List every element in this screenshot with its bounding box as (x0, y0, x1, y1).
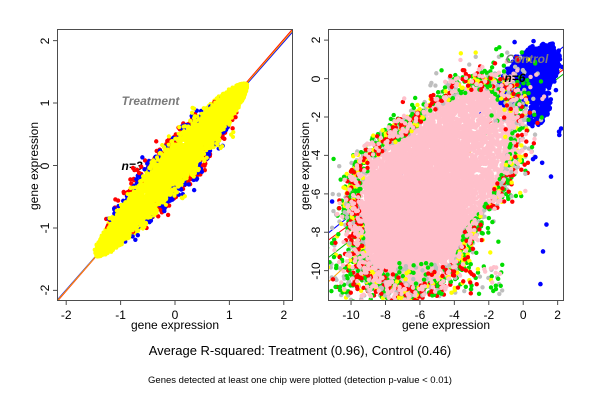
y-tick-label: -1 (38, 222, 52, 234)
control-label: Control (505, 52, 549, 66)
y-tick-label: -2 (38, 285, 52, 296)
y-tick-label: 2 (38, 37, 52, 44)
x-tick-label: 0 (519, 307, 527, 322)
y-tick-label: 0 (38, 162, 52, 169)
y-tick-label: 1 (38, 99, 52, 107)
y-tick-label: 2 (309, 36, 323, 44)
x-tick-label: -4 (449, 307, 460, 322)
y-tick-label: -8 (309, 226, 323, 238)
x-tick-label: -10 (342, 307, 360, 322)
x-axis-title-control: gene expression (401, 317, 491, 332)
caption-rsquared: Average R-squared: Treatment (0.96), Con… (148, 343, 452, 358)
x-tick-label: -8 (380, 307, 391, 322)
x-tick-label: 1 (226, 307, 233, 322)
x-tick-label: 0 (171, 307, 179, 322)
y-tick-label: 0 (309, 75, 323, 82)
x-tick-label: -6 (414, 307, 426, 322)
x-tick-label: 2 (280, 307, 288, 322)
x-tick-label: -1 (115, 307, 126, 322)
y-tick-label: -2 (309, 111, 323, 123)
y-tick-label: -4 (309, 150, 323, 161)
y-tick-label: -10 (309, 261, 323, 280)
x-tick-label: -2 (60, 307, 72, 322)
x-tick-label: -2 (483, 307, 495, 322)
x-tick-label: 2 (554, 307, 561, 322)
x-axis-title-treatment: gene expression (130, 317, 220, 332)
y-tick-label: -6 (309, 188, 323, 200)
control-n-label: n=6 (504, 71, 526, 85)
caption-note: Genes detected at least one chip were pl… (148, 375, 452, 386)
